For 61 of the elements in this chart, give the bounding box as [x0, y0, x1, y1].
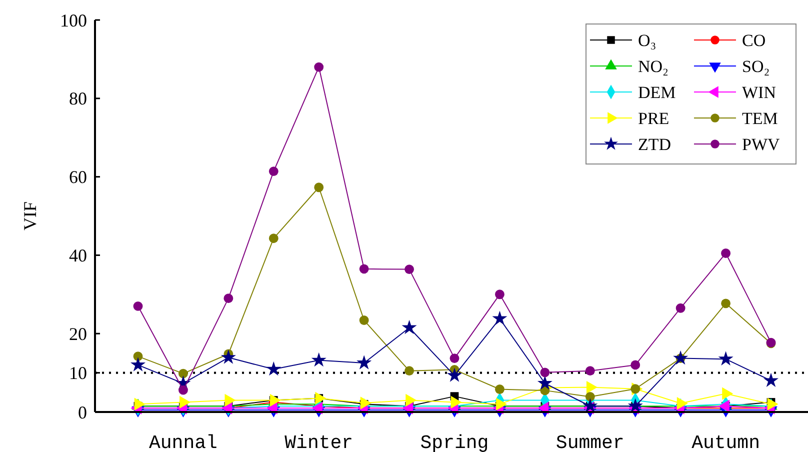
point: [450, 354, 460, 364]
point: [446, 368, 462, 382]
point: [676, 303, 686, 313]
x-tick-label: Summer: [556, 432, 624, 452]
legend-label: SO₂: [742, 56, 770, 76]
point: [130, 357, 146, 372]
y-tick-label: 20: [69, 324, 87, 344]
legend-label: PRE: [638, 108, 670, 128]
point: [268, 234, 278, 244]
x-tick-label: Aunnal: [149, 432, 218, 452]
x-tick-label: Autumn: [692, 432, 760, 452]
y-tick-label: 10: [69, 363, 87, 384]
legend-label: CO: [742, 30, 766, 50]
point: [314, 62, 324, 72]
point: [178, 385, 188, 395]
point: [630, 384, 640, 394]
legend-label: DEM: [638, 82, 676, 102]
y-tick-label: 60: [69, 167, 87, 188]
legend-label: TEM: [742, 108, 778, 128]
point: [133, 301, 143, 311]
point: [220, 350, 236, 364]
point: [266, 361, 282, 376]
legend-label: PWV: [742, 134, 780, 154]
point: [721, 298, 731, 308]
x-tick-label: Winter: [284, 432, 354, 452]
point: [314, 182, 324, 192]
legend-label: WIN: [742, 82, 776, 102]
point: [311, 352, 326, 367]
point: [356, 355, 372, 370]
point: [585, 392, 595, 402]
point: [404, 264, 414, 274]
point: [402, 320, 417, 334]
point: [630, 360, 640, 370]
legend-label: ZTD: [638, 134, 672, 154]
point: [763, 372, 779, 388]
point: [178, 368, 188, 378]
point: [494, 384, 504, 394]
legend-label: NO₂: [638, 56, 668, 76]
point: [721, 248, 731, 258]
point: [268, 166, 278, 176]
point: [359, 264, 369, 274]
point: [673, 350, 688, 365]
point: [133, 352, 143, 362]
x-tick-label: Spring: [420, 432, 489, 452]
y-axis-title: VIF: [20, 201, 40, 231]
y-tick-label: 40: [69, 246, 87, 266]
point: [224, 294, 234, 304]
point: [585, 366, 595, 376]
legend-label: O₃: [638, 30, 656, 50]
point: [628, 398, 643, 413]
y-tick-label: 100: [60, 10, 87, 30]
point: [404, 366, 414, 376]
point: [582, 398, 598, 413]
point: [359, 316, 369, 325]
point: [494, 290, 504, 300]
point: [540, 368, 550, 378]
point: [718, 351, 734, 366]
point: [537, 375, 552, 390]
y-tick-label: 0: [78, 402, 87, 422]
y-tick-label: 80: [69, 88, 87, 109]
point: [492, 310, 508, 326]
